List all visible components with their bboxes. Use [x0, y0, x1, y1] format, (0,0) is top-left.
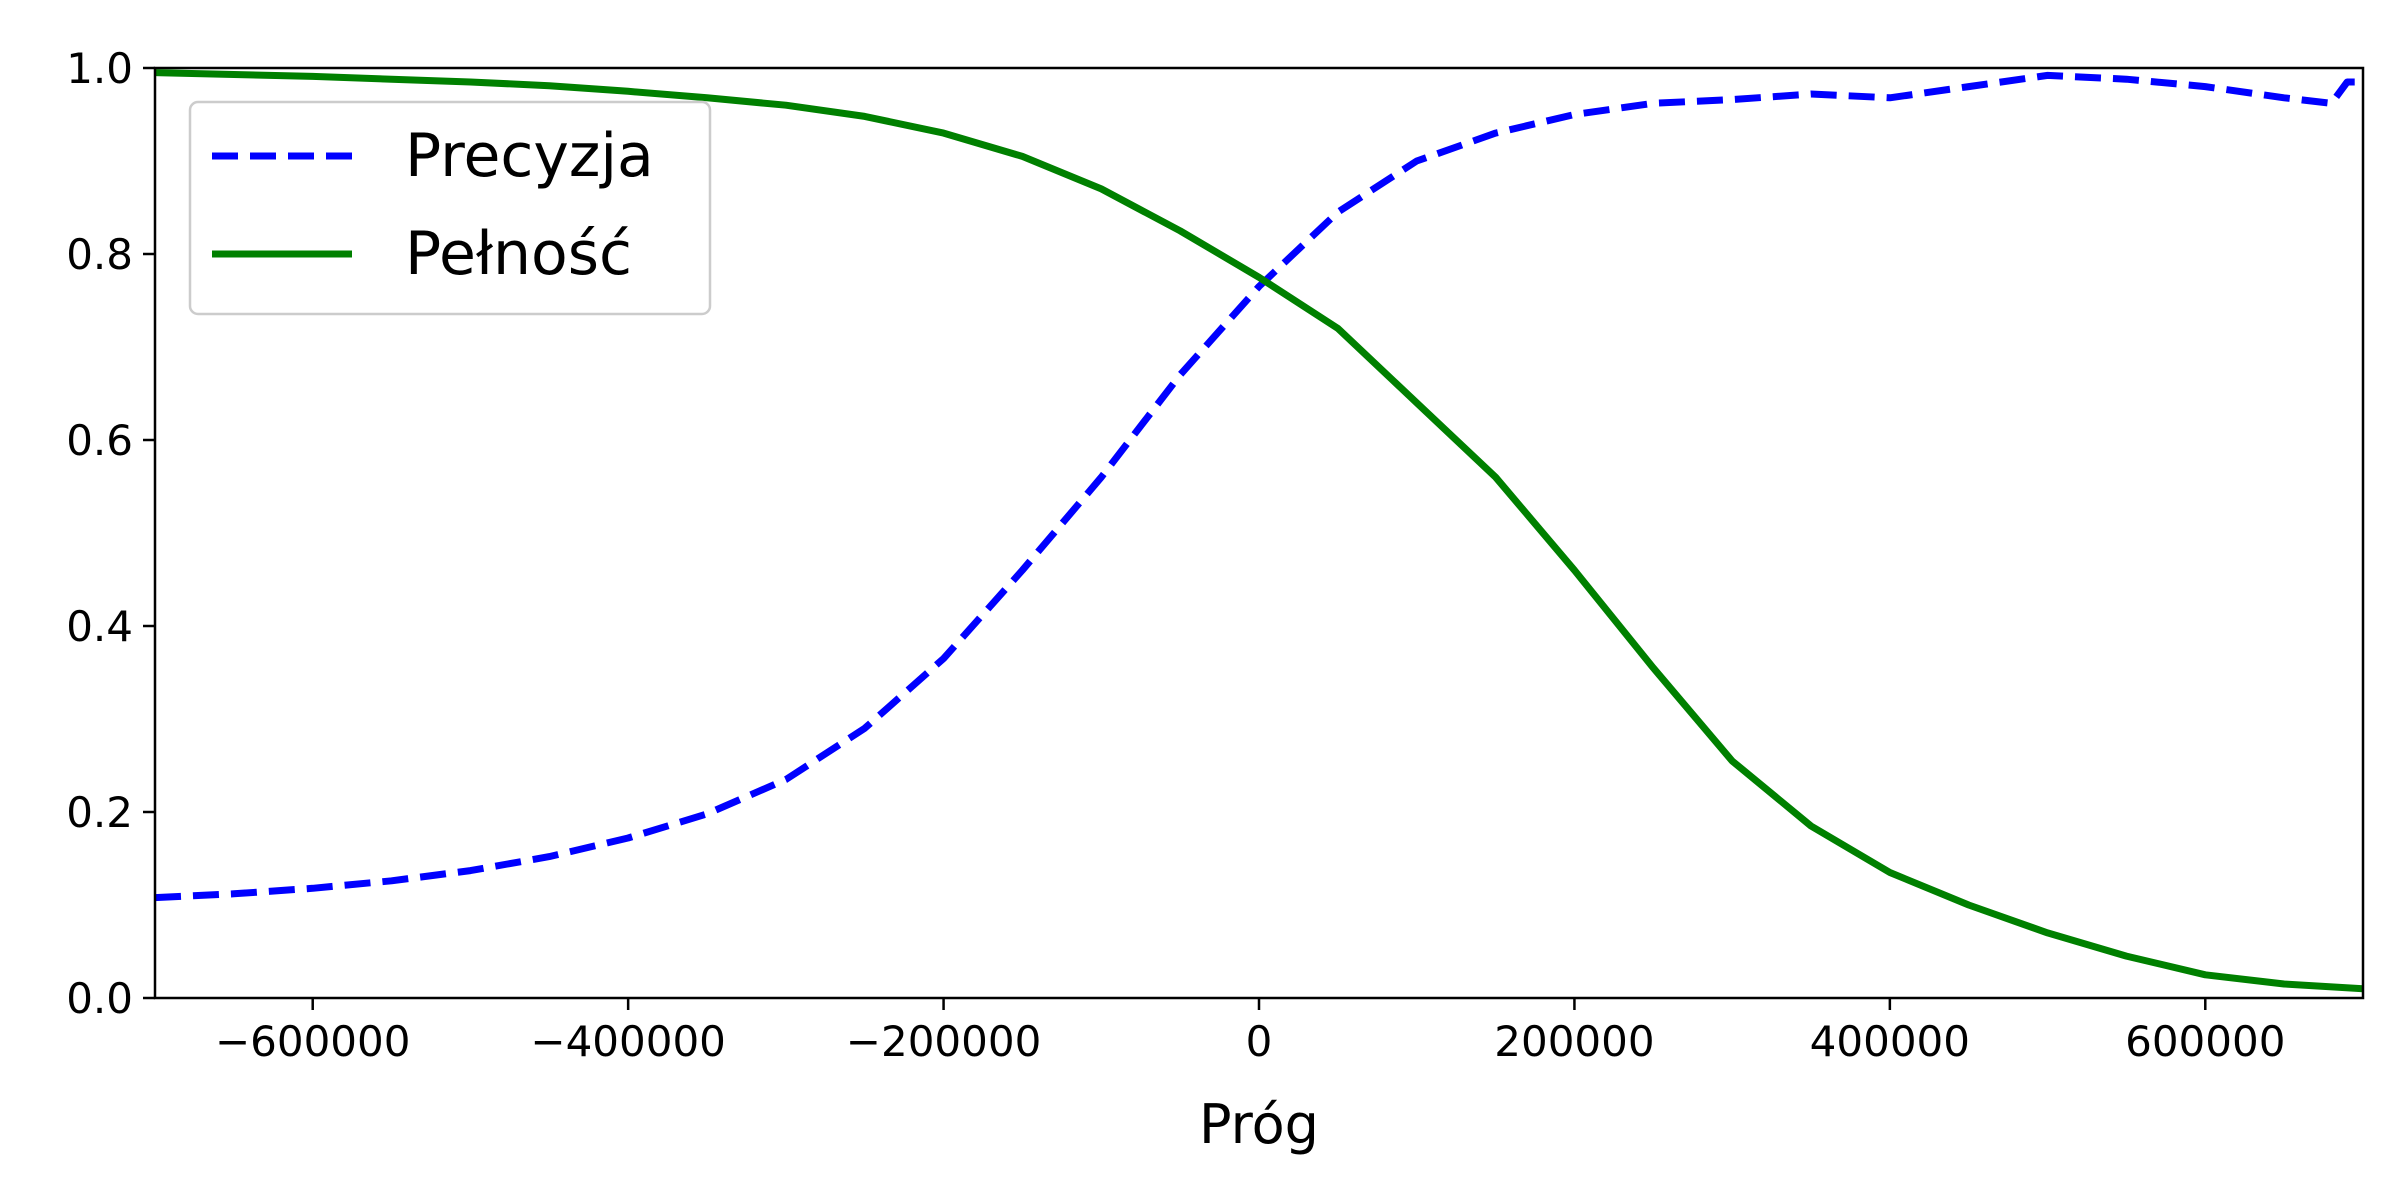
y-tick-label: 0.8	[66, 230, 133, 279]
ticks-layer: −600000 −400000 −200000 0 200000 400000 600000…	[66, 44, 2285, 1066]
legend-entries: Precyzja Pełność	[212, 121, 654, 289]
x-tick-label: 200000	[1494, 1017, 1654, 1066]
y-tick-label: 0.2	[66, 788, 133, 837]
series-layer	[154, 69, 2364, 993]
x-axis-label: Próg	[1199, 1093, 1319, 1156]
series-line-0	[154, 71, 2363, 902]
x-tick-label: −600000	[215, 1017, 411, 1066]
x-tick-label: 600000	[2125, 1017, 2285, 1066]
y-tick-label: 0.6	[66, 416, 133, 465]
y-tick-label: 1.0	[66, 44, 133, 93]
legend-label: Precyzja	[405, 121, 654, 191]
x-tick-label: 400000	[1810, 1017, 1970, 1066]
legend: Precyzja Pełność	[188, 100, 712, 316]
x-tick-label: −200000	[846, 1017, 1042, 1066]
legend-label: Pełność	[405, 219, 632, 289]
x-tick-label: −400000	[530, 1017, 726, 1066]
x-tick-label: 0	[1246, 1017, 1273, 1066]
y-tick-label: 0.4	[66, 602, 133, 651]
y-tick-label: 0.0	[66, 974, 133, 1023]
legend-box	[188, 100, 712, 316]
series-line-1	[154, 69, 2364, 993]
